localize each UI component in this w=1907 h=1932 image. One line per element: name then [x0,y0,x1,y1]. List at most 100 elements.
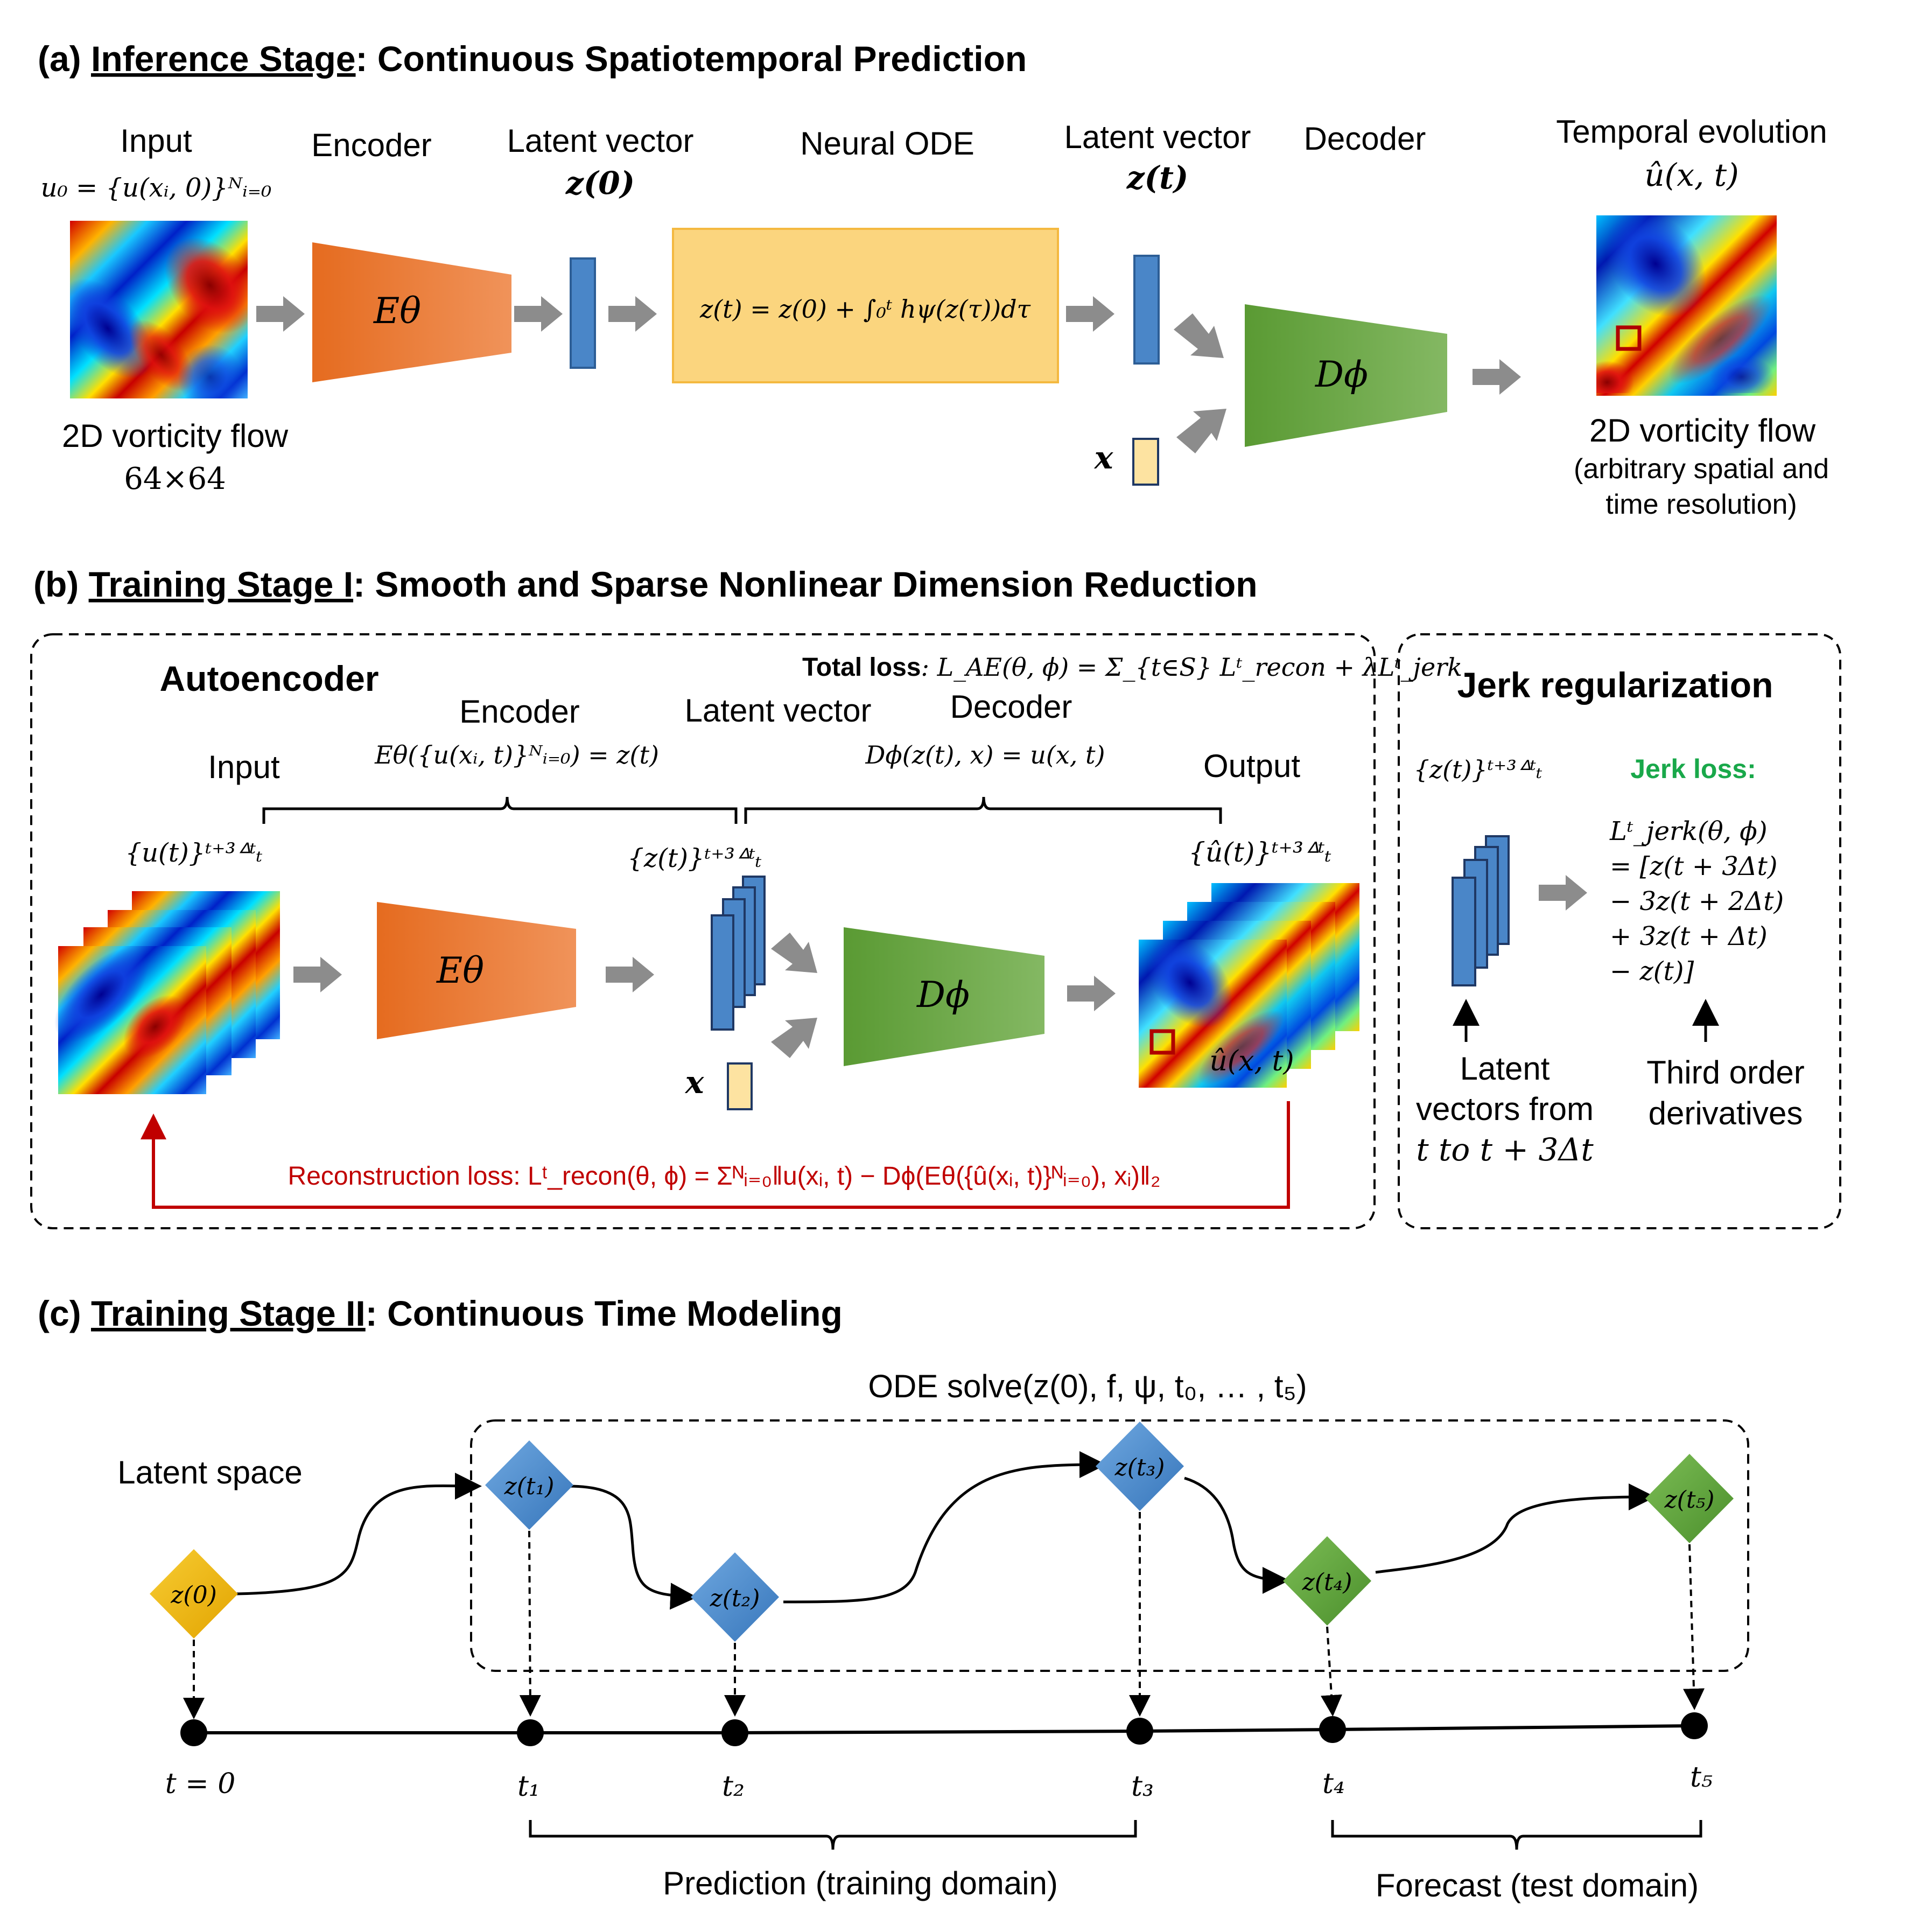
encoder-label: Encoder [311,127,431,163]
svg-text:Third order: Third order [1646,1054,1804,1090]
jerk-title: Jerk regularization [1457,665,1773,705]
autoencoder-title: Autoencoder [159,659,378,698]
panel-b: (b) Training Stage I: Smooth and Sparse … [31,564,1840,1228]
b-encoder-label: Encoder [459,694,579,730]
x-box [1133,439,1158,485]
svg-text:t₅: t₅ [1690,1761,1713,1794]
projection-lines [194,1512,1694,1715]
latent-space-label: Latent space [117,1454,303,1490]
brace-decoder [746,797,1221,824]
panel-c: (c) Training Stage II: Continuous Time M… [38,1293,1748,1903]
svg-text:z(t₃): z(t₃) [1114,1454,1165,1481]
time-ticks: t = 0 t₁ t₂ t₃ t₄ t₅ [165,1761,1713,1803]
latent0-vector [571,258,595,368]
arrow-a2 [514,296,563,332]
c-braces [530,1820,1701,1850]
arrow-b5 [1067,976,1116,1011]
ode-label: Neural ODE [800,125,974,162]
latent0-math: z(0) [565,165,635,201]
b-output-label: Output [1203,748,1300,784]
svg-text:z(t₁): z(t₁) [504,1473,555,1500]
svg-text:Latent: Latent [1460,1051,1550,1087]
svg-text:z(t₅): z(t₅) [1664,1486,1715,1514]
b-x-box [728,1063,752,1109]
svg-text:vectors from: vectors from [1416,1091,1594,1127]
output-caption-1: 2D vorticity flow [1589,412,1816,449]
recon-loss-text: Reconstruction loss: Lᵗ_recon(θ, ϕ) = Σᴺ… [288,1162,1161,1191]
arrow-b2 [606,957,654,992]
time-axis [194,1726,1694,1733]
jerk-loss-label: Jerk loss: [1630,754,1756,784]
arrow-a3 [608,296,657,332]
svg-text:derivatives: derivatives [1649,1095,1803,1131]
svg-text:+ 3z(t + Δt): + 3z(t + Δt) [1610,921,1768,951]
b-braces [264,797,1221,824]
b-encoder-symbol: Eθ [436,950,484,991]
svg-text:t₃: t₃ [1131,1770,1154,1803]
output-vorticity-image [1580,191,1784,404]
recon-loss-path [153,1101,1288,1207]
input-label: Input [120,123,192,159]
arrow-b1 [293,957,342,992]
b-decoder-label: Decoder [950,689,1072,725]
node-z-t5: z(t₅) [1645,1454,1734,1543]
output-math: û(x, t) [1644,157,1739,193]
arrow-a7 [1473,359,1521,395]
latentt-vector [1134,256,1159,363]
b-decoder-symbol: Dϕ [916,974,970,1016]
ode-solve-label: ODE solve(z(0), f, ψ, t₀, … , t₅) [868,1368,1307,1404]
b-latent-stack [712,877,765,1030]
svg-text:t₂: t₂ [722,1770,745,1803]
brace-encoder [264,797,736,824]
latentt-label: Latent vector [1064,119,1251,155]
svg-text:t = 0: t = 0 [165,1768,236,1800]
arrow-a6 [1176,409,1226,453]
b-input-label: Input [208,749,280,785]
b-encoder-eq: Eθ({u(xᵢ, t)}ᴺᵢ₌₀) = z(t) [374,740,659,769]
svg-text:− 3z(t + 2Δt): − 3z(t + 2Δt) [1610,886,1784,916]
panel-a: (a) Inference Stage: Continuous Spatiote… [38,39,1829,520]
arrow-a4 [1066,296,1114,332]
node-z-t3: z(t₃) [1096,1422,1184,1511]
decoder-symbol: Dϕ [1315,354,1368,395]
jerk-latent-caption: Latent vectors from t to t + 3Δt [1416,1051,1594,1168]
node-z0: z(0) [150,1549,238,1639]
node-z-t2: z(t₂) [691,1552,779,1642]
encoder-symbol: Eθ [373,290,421,332]
b-output-seq: {û(t)}ᵗ⁺³ᐞᵗₜ [1188,837,1331,868]
arrow-b4 [771,1018,817,1058]
b-input-seq: {u(t)}ᵗ⁺³ᐞᵗₜ [125,838,263,868]
x-label: x [1093,439,1114,476]
b-latent-seq: {z(t)}ᵗ⁺³ᐞᵗₜ [627,843,761,873]
svg-text:t₁: t₁ [517,1770,540,1803]
svg-text:Lᵗ_jerk(θ, ϕ): Lᵗ_jerk(θ, ϕ) [1609,816,1768,846]
jerk-latent-stack [1453,836,1509,985]
b-output-stack: û(x, t) [1130,883,1359,1096]
decoder-label: Decoder [1304,121,1426,157]
output-caption-3: time resolution) [1605,489,1797,520]
latent-trajectory [237,1465,1645,1602]
panel-c-title: (c) Training Stage II: Continuous Time M… [38,1293,843,1333]
brace-forecast [1333,1820,1701,1850]
b-x-label: x [684,1064,705,1101]
brace-prediction [530,1820,1135,1850]
svg-text:z(t₂): z(t₂) [710,1585,760,1612]
arrow-b6 [1539,875,1587,911]
svg-text:z(t₄): z(t₄) [1302,1569,1352,1596]
input-caption-2: 64×64 [124,461,226,496]
b-input-stack [38,891,280,1094]
b-decoder-eq: Dϕ(z(t), x) = u(x, t) [865,740,1105,769]
ode-equation: z(t) = z(0) + ∫₀ᵗ hψ(z(τ))dτ [699,295,1032,324]
latentt-math: z(t) [1126,159,1189,196]
input-vorticity-image [45,220,274,409]
output-label: Temporal evolution [1556,114,1827,150]
svg-text:t₄: t₄ [1322,1768,1345,1800]
input-math: u₀ = {u(xᵢ, 0)}ᴺᵢ₌₀ [41,173,272,203]
prediction-label: Prediction (training domain) [663,1865,1058,1901]
forecast-label: Forecast (test domain) [1376,1867,1699,1903]
panel-b-title: (b) Training Stage I: Smooth and Sparse … [33,564,1258,604]
panel-a-title: (a) Inference Stage: Continuous Spatiote… [38,39,1027,79]
svg-text:z(0): z(0) [170,1581,217,1609]
node-z-t1: z(t₁) [485,1440,573,1530]
